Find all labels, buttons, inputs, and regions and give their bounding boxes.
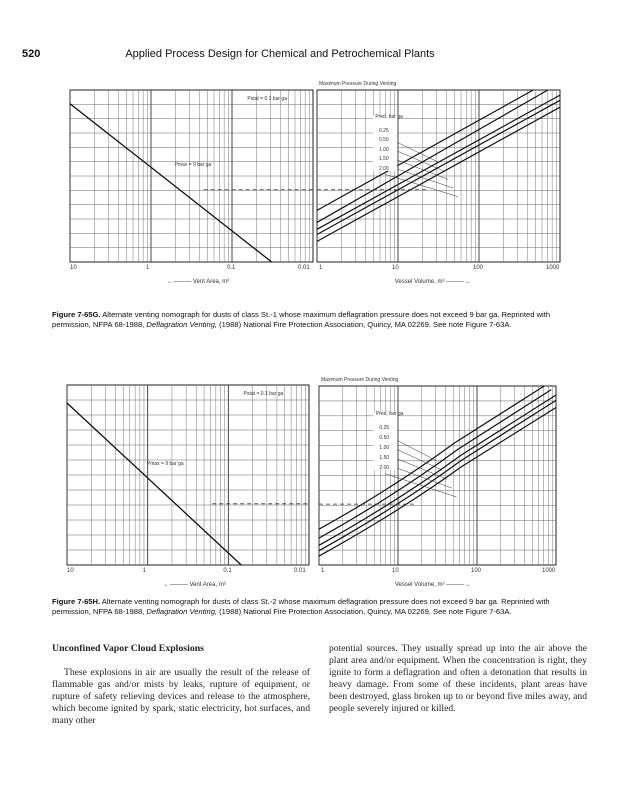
figure-caption: Figure 7-65H. Alternate venting nomograp…	[52, 597, 587, 617]
pred-legend-value: 1.50	[378, 156, 389, 163]
pred-legend-value: 0.50	[379, 435, 390, 442]
x-tick-label: 100	[471, 568, 482, 574]
pred-legend-bg	[372, 115, 398, 171]
pred-line-1.00	[316, 94, 561, 230]
running-title: Applied Process Design for Chemical and …	[125, 48, 435, 60]
pmax-line	[69, 103, 273, 263]
pmax-line	[66, 402, 242, 566]
caption-text: Alternate venting nomograph for dusts of…	[52, 310, 551, 329]
pstat-label: Pstat = 0.1 bar ga	[243, 391, 284, 397]
pred-leader	[385, 473, 457, 498]
pmax-label: Pmax = 9 bar ga	[174, 162, 212, 169]
x-tick-label: 1	[319, 265, 323, 271]
pred-legend-value: 0.25	[379, 425, 390, 432]
x-tick-label: 10	[392, 568, 399, 574]
pred-line-2.00	[316, 106, 561, 242]
pred-leader	[384, 174, 459, 197]
body-column-right: potential sources. They usually spread u…	[329, 643, 587, 715]
paragraph: potential sources. They usually spread u…	[329, 643, 587, 714]
pstat-label: Pstat = 0.1 bar ga	[247, 96, 287, 102]
x-tick-label: 100	[473, 265, 484, 271]
pred-line-2.00	[318, 406, 557, 557]
pred-line-1.50	[318, 399, 557, 552]
right-nomograph	[316, 89, 561, 263]
pred-line-0.25	[318, 385, 545, 530]
pred-legend-value: 0.50	[378, 137, 389, 144]
x-tick-label: 0.01	[298, 265, 310, 271]
x-tick-label: 1000	[542, 568, 556, 574]
section-heading: Unconfined Vapor Cloud Explosions	[52, 643, 204, 654]
x-tick-label: 1000	[546, 265, 560, 271]
caption-label: Figure 7-65G.	[52, 310, 101, 319]
x-tick-label: 0.01	[294, 568, 306, 574]
page-number: 520	[22, 48, 41, 60]
chart-title: Maximum Pressure During Venting	[321, 377, 399, 383]
pred-legend-value: 0.25	[378, 127, 389, 134]
right-axis-label: Vessel Volume, m³ ———→	[394, 279, 471, 285]
pred-legend-header: Pred, bar ga	[375, 114, 403, 121]
x-tick-label: 10	[67, 568, 74, 574]
caption-label: Figure 7-65H.	[52, 597, 101, 606]
figure-caption: Figure 7-65G. Alternate venting nomograp…	[52, 310, 587, 330]
pred-legend-bg	[373, 412, 398, 471]
x-tick-label: 1	[146, 265, 150, 271]
right-nomograph	[318, 385, 557, 566]
pred-legend-value: 2.00	[379, 464, 390, 471]
chart-title: Maximum Pressure During Venting	[319, 81, 397, 87]
caption-italic: Deflagration Venting,	[146, 320, 218, 329]
left-axis-label: ←——— Vent Area, m²	[167, 279, 230, 285]
caption-tail: (1988) National Fire Protection Associat…	[217, 320, 512, 329]
caption-text: Alternate venting nomograph for dusts of…	[52, 597, 550, 616]
pred-line-0.25	[316, 89, 534, 211]
caption-italic: Deflagration Venting,	[146, 607, 218, 616]
x-tick-label: 0.1	[223, 568, 232, 574]
left-nomograph	[69, 89, 314, 263]
pred-line-1.00	[318, 394, 557, 546]
x-tick-label: 0.1	[227, 265, 236, 271]
body-column-left: Unconfined Vapor Cloud Explosions These …	[52, 643, 310, 727]
x-tick-label: 10	[70, 265, 77, 271]
paragraph: These explosions in air are usually the …	[52, 667, 310, 726]
pred-legend-header: Pred, bar ga	[375, 411, 404, 418]
pred-legend-value: 1.50	[379, 454, 390, 461]
pred-line-0.50	[318, 389, 552, 539]
pred-legend-value: 1.00	[379, 445, 390, 452]
x-tick-label: 10	[392, 265, 399, 271]
pred-legend-value: 2.00	[378, 165, 389, 172]
left-nomograph	[66, 384, 310, 566]
pred-legend-value: 1.00	[378, 146, 389, 153]
x-tick-label: 1	[321, 568, 325, 574]
pmax-label: Pmax = 9 bar ga	[146, 460, 184, 467]
pred-line-0.50	[316, 89, 549, 223]
pred-line-1.50	[316, 99, 561, 236]
left-axis-label: ←——— Vent Area, m²	[163, 582, 226, 588]
x-tick-label: 1	[142, 568, 146, 574]
right-axis-label: Vessel Volume, m³ ———→	[394, 582, 471, 588]
caption-tail: (1988) National Fire Protection Associat…	[217, 607, 512, 616]
